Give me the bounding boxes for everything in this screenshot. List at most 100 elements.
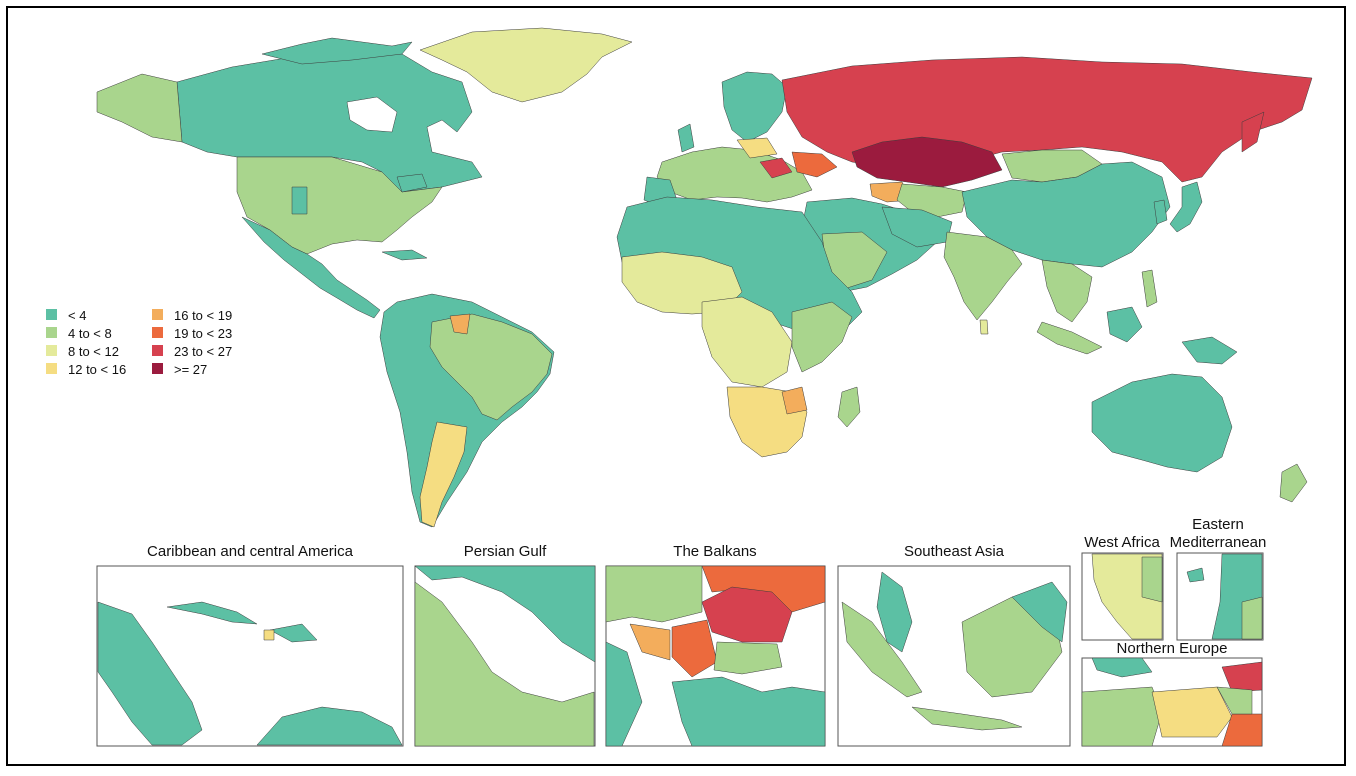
world-map [96, 27, 1313, 528]
east-africa [791, 301, 853, 373]
greenland [419, 27, 633, 103]
eastern-europe-red [759, 157, 793, 179]
inset-land [713, 641, 783, 675]
inset-land [911, 706, 1023, 731]
brazil [429, 313, 553, 421]
inset-northern-europe: Northern Europe [1081, 640, 1263, 747]
inset-land [1241, 596, 1263, 640]
inset-title: Persian Gulf [464, 543, 547, 560]
usa-state-c1b [396, 173, 428, 193]
inset-southeast-asia: Southeast Asia [837, 543, 1071, 747]
mexico [241, 216, 381, 319]
legend-label: 12 to < 16 [68, 362, 126, 377]
inset-land [414, 565, 596, 663]
inset-land [876, 571, 913, 653]
legend-label: 8 to < 12 [68, 344, 119, 359]
legend-swatch [152, 327, 163, 338]
legend-swatch [152, 363, 163, 374]
alaska [96, 73, 183, 143]
legend-item: 8 to < 12 [46, 344, 119, 359]
inset-land [1221, 661, 1263, 693]
inset-land [605, 565, 703, 623]
korea [1153, 199, 1168, 225]
inset-land [1141, 556, 1163, 603]
legend-label: >= 27 [174, 362, 207, 377]
inset-land [1216, 686, 1253, 715]
belarus-poland [736, 137, 778, 159]
inset-land [414, 581, 595, 747]
inset-land [269, 623, 318, 643]
scandinavia [721, 71, 788, 143]
legend-item: 12 to < 16 [46, 362, 126, 377]
central-africa [701, 296, 793, 388]
cuba [381, 249, 428, 261]
world-map-figure: < 4 4 to < 8 8 to < 12 12 to < 16 16 to … [46, 27, 1313, 747]
kamchatka [1241, 111, 1265, 153]
legend-swatch [46, 363, 57, 374]
legend-item: 23 to < 27 [152, 344, 232, 359]
legend-swatch [152, 345, 163, 356]
indonesia-west [1036, 321, 1103, 355]
inset-land [263, 629, 275, 641]
japan [1169, 181, 1203, 233]
inset-land [1186, 567, 1205, 583]
inset-balkans: The Balkans [605, 543, 826, 747]
inset-land [256, 706, 403, 746]
madagascar [837, 386, 861, 428]
legend-swatch [46, 309, 57, 320]
western-europe [656, 146, 813, 203]
inset-title: Caribbean and central America [147, 543, 354, 560]
inset-title: West Africa [1084, 534, 1160, 551]
inset-land [1081, 686, 1163, 747]
inset-land [671, 676, 826, 747]
new-zealand [1279, 463, 1308, 503]
legend-swatch [152, 309, 163, 320]
kazakhstan [851, 136, 1003, 188]
borneo [1106, 306, 1143, 343]
legend-item: 16 to < 19 [152, 308, 232, 323]
legend-label: 19 to < 23 [174, 326, 232, 341]
sri-lanka [979, 319, 989, 335]
inset-land [605, 641, 643, 747]
inset-caribbean: Caribbean and central America [96, 543, 404, 747]
hudson-bay [346, 96, 398, 133]
central-asia [896, 183, 968, 218]
arctic-islands [261, 37, 413, 65]
legend-item: 4 to < 8 [46, 326, 112, 341]
legend-item: < 4 [46, 308, 86, 323]
argentina [419, 421, 468, 528]
legend-swatch [46, 345, 57, 356]
ukraine [791, 151, 838, 178]
philippines [1141, 269, 1158, 308]
inset-land [97, 601, 203, 746]
legend-item: 19 to < 23 [152, 326, 232, 341]
map-frame: < 4 4 to < 8 8 to < 12 12 to < 16 16 to … [6, 6, 1346, 766]
indochina [1041, 259, 1093, 323]
legend-label: 16 to < 19 [174, 308, 232, 323]
legend-swatch [46, 327, 57, 338]
uk [677, 123, 695, 153]
inset-land [166, 601, 258, 625]
new-guinea [1181, 336, 1238, 365]
legend-item: >= 27 [152, 362, 207, 377]
inset-land [1091, 657, 1153, 678]
inset-persian-gulf: Persian Gulf [414, 543, 596, 747]
inset-west-africa: West Africa [1081, 534, 1164, 641]
inset-title: Northern Europe [1117, 640, 1228, 657]
legend-label: < 4 [68, 308, 86, 323]
venezuela [449, 313, 471, 335]
legend-label: 4 to < 8 [68, 326, 112, 341]
usa-state-c1 [291, 186, 308, 215]
mozambique [781, 386, 808, 415]
legend-label: 23 to < 27 [174, 344, 232, 359]
inset-title: Southeast Asia [904, 543, 1005, 560]
inset-title: Mediterranean [1170, 534, 1267, 551]
inset-title: The Balkans [673, 543, 756, 560]
australia [1091, 373, 1233, 473]
usa [236, 156, 443, 255]
inset-eastern-med: Eastern Mediterranean [1170, 516, 1267, 641]
inset-land [1011, 581, 1068, 643]
inset-land [841, 601, 923, 698]
inset-title: Eastern [1192, 516, 1244, 533]
map-legend: < 4 4 to < 8 8 to < 12 12 to < 16 16 to … [46, 308, 232, 377]
